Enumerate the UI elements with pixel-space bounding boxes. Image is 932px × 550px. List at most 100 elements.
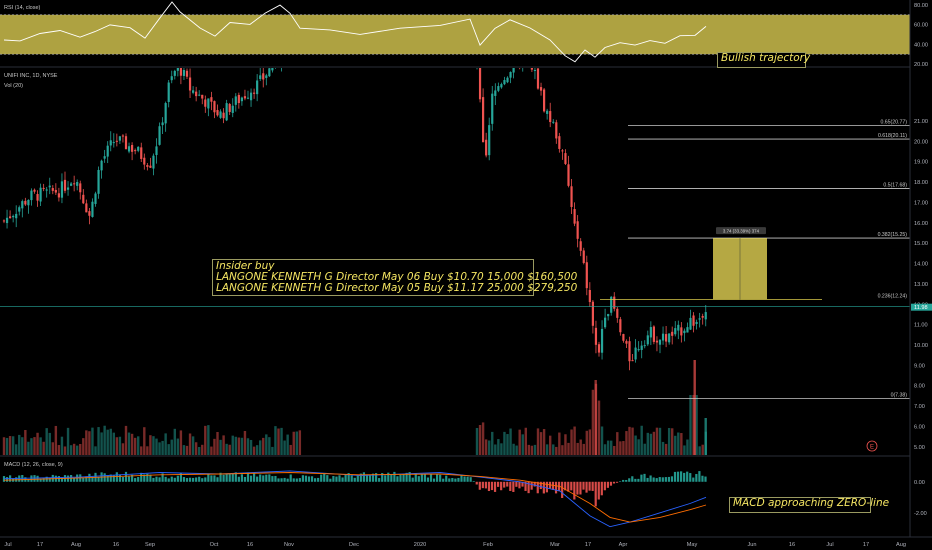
macd-histogram-bar (274, 475, 277, 482)
volume-bar (15, 444, 18, 455)
candle-body (637, 349, 640, 351)
volume-bar (631, 427, 634, 455)
earnings-marker (866, 440, 878, 452)
macd-histogram-bar (265, 474, 268, 482)
time-tick: Apr (619, 542, 628, 548)
candle-body (500, 84, 503, 88)
macd-histogram-bar (115, 472, 118, 482)
insider-line-1: LANGONE KENNETH G Director May 06 Buy $1… (216, 271, 578, 283)
volume-spike (693, 360, 696, 455)
candle-body (54, 189, 57, 193)
volume-bar (161, 440, 164, 455)
candle-body (112, 142, 115, 144)
volume-spike (704, 418, 707, 455)
volume-bar (216, 432, 219, 455)
macd-histogram-bar (649, 475, 652, 482)
price-tick: 21.00 (914, 119, 928, 125)
volume-bar (106, 429, 109, 455)
volume-bar (188, 433, 192, 455)
volume-bar (11, 436, 15, 455)
volume-bar (51, 442, 54, 455)
macd-histogram-bar (170, 476, 173, 482)
candle-body (152, 155, 155, 169)
candle-body (585, 262, 588, 289)
volume-bar (579, 439, 582, 455)
volume-bar (667, 427, 671, 455)
candle-body (188, 77, 192, 91)
macd-histogram-bar (106, 475, 109, 482)
macd-tick: -2.00 (914, 511, 927, 517)
insider-annotation (212, 259, 534, 296)
volume-bar (112, 432, 115, 455)
volume-bar (698, 446, 701, 455)
volume-bar (5, 437, 9, 455)
macd-histogram-bar (347, 473, 350, 482)
macd-histogram-bar (155, 476, 158, 482)
volume-bar (539, 432, 543, 455)
candle-body (631, 360, 634, 362)
candle-body (539, 87, 543, 91)
macd-histogram-bar (5, 477, 9, 482)
macd-histogram-bar (326, 475, 329, 482)
volume-bar (478, 425, 482, 455)
candle-body (610, 296, 613, 313)
candle-body (680, 327, 683, 336)
volume-bar (88, 431, 91, 455)
volume-bar (219, 439, 222, 455)
macd-histogram-bar (554, 481, 558, 494)
volume-bar (91, 427, 94, 455)
candle-body (597, 344, 601, 353)
macd-histogram-bar (631, 476, 634, 482)
volume-bar (527, 444, 531, 455)
candle-body (604, 317, 607, 328)
candle-body (271, 68, 274, 71)
candle-body (646, 335, 649, 345)
macd-histogram-bar (323, 473, 326, 482)
candle-body (677, 324, 680, 331)
macd-histogram-bar (667, 476, 670, 482)
macd-histogram-bar (625, 479, 628, 482)
rsi-tick: 40.00 (914, 42, 928, 48)
macd-histogram-bar (118, 474, 121, 482)
macd-histogram-bar (286, 478, 289, 482)
macd-histogram-bar (381, 473, 384, 482)
candle-body (497, 86, 500, 91)
time-tick: Feb (483, 542, 493, 548)
price-tick: 17.00 (914, 200, 928, 206)
macd-histogram-bar (622, 479, 625, 482)
candle-body (134, 150, 137, 152)
earnings-marker-text: E (870, 445, 874, 451)
candle-body (173, 70, 176, 76)
volume-bar (637, 439, 640, 455)
rsi-tick: 60.00 (914, 23, 928, 29)
macd-histogram-bar (451, 477, 454, 482)
macd-histogram-bar (127, 476, 131, 482)
volume-bar (573, 426, 576, 455)
candle-body (207, 98, 210, 109)
macd-histogram-bar (606, 481, 609, 488)
macd-histogram-bar (408, 472, 411, 482)
candle-body (82, 194, 85, 204)
candle-body (558, 136, 561, 149)
candle-body (185, 70, 189, 77)
volume-bar (649, 433, 653, 455)
macd-histogram-bar (411, 477, 414, 482)
price-tick: 5.00 (914, 445, 925, 451)
macd-histogram-bar (576, 481, 579, 495)
candle-body (655, 340, 659, 343)
volume-bar (79, 443, 82, 455)
macd-histogram-bar (417, 476, 420, 482)
candle-body (503, 80, 506, 85)
time-tick: Jul (4, 542, 11, 548)
macd-histogram-bar (341, 477, 344, 482)
macd-histogram-bar (143, 474, 146, 482)
macd-histogram-bar (192, 477, 195, 482)
volume-bar (191, 436, 195, 455)
candle-body (661, 333, 665, 341)
volume-bar (298, 430, 302, 455)
volume-bar (66, 427, 70, 455)
macd-histogram-bar (448, 478, 451, 482)
price-tick: 16.00 (914, 221, 928, 227)
volume-bar (265, 434, 268, 455)
